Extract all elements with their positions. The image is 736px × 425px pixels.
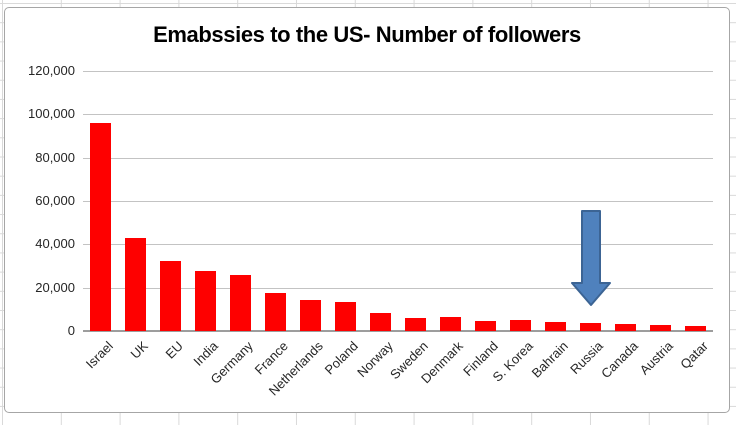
bar-uk[interactable] [125,237,146,331]
x-axis-line [83,330,713,332]
bar-israel[interactable] [90,123,111,331]
y-axis-label: 40,000 [35,236,75,252]
y-axis-label: 120,000 [28,63,75,78]
x-axis-label: EU [162,338,186,362]
y-axis-label: 100,000 [28,106,75,122]
x-axis-label: India [189,338,221,369]
y-gridline [83,157,713,159]
bar-bahrain[interactable] [545,322,566,331]
x-axis-label: Israel [82,338,116,372]
y-gridline [83,244,713,246]
bar-finland[interactable] [475,321,496,331]
bar-austria[interactable] [650,324,671,331]
bar-canada[interactable] [615,324,636,331]
bar-denmark[interactable] [440,316,461,331]
x-axis-label: Canada [597,338,641,382]
x-axis-label: Qatar [676,338,711,372]
x-axis-label: Austria [636,338,676,378]
chart-object[interactable]: Emabssies to the US- Number of followers… [4,7,730,413]
y-axis-label: 80,000 [35,149,75,165]
bar-eu[interactable] [160,260,181,331]
bar-germany[interactable] [230,274,251,331]
down-arrow-polygon[interactable] [570,210,611,306]
bar-netherlands[interactable] [300,299,321,331]
x-axis-label: Bahrain [528,338,571,381]
y-gridline [83,287,713,289]
x-axis-label: Poland [321,338,361,378]
bar-india[interactable] [195,271,216,331]
x-axis-label: UK [127,338,151,362]
down-arrow-shape[interactable] [570,210,611,307]
chart-title[interactable]: Emabssies to the US- Number of followers [153,22,581,47]
y-axis-label: 60,000 [35,193,75,208]
bar-poland[interactable] [335,301,356,331]
bar-norway[interactable] [370,312,391,331]
bar-sweden[interactable] [405,318,426,331]
bar-france[interactable] [265,293,286,331]
y-axis-label: 0 [67,323,75,338]
bar-russia[interactable] [580,323,601,331]
y-axis-label: 20,000 [35,279,75,295]
bar-s-korea[interactable] [510,320,531,331]
y-gridline [83,114,713,116]
y-gridline [83,201,713,202]
y-gridline [83,71,713,72]
bar-qatar[interactable] [685,326,706,331]
